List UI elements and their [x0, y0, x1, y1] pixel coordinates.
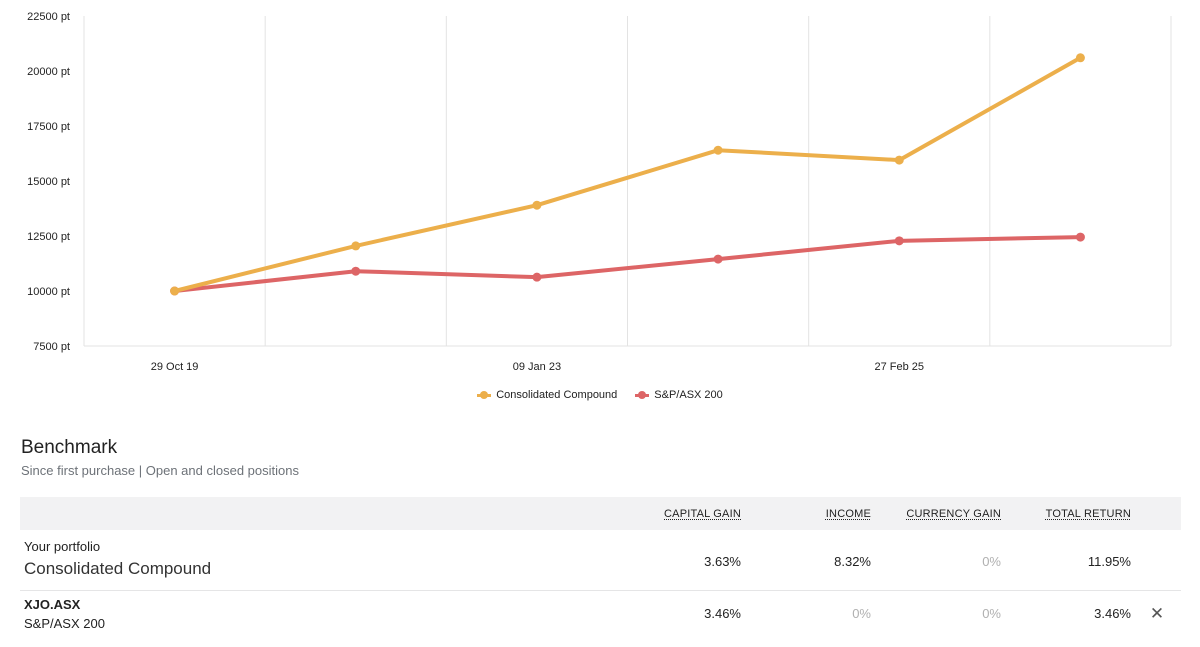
chart-grid	[83, 16, 1172, 347]
table-header: CAPITAL GAIN INCOME CURRENCY GAIN TOTAL …	[20, 497, 1181, 530]
series-line-consolidated-compound	[172, 55, 1083, 293]
chart-legend: Consolidated Compound S&P/ASX 200	[0, 389, 1200, 401]
x-tick-label: 09 Jan 23	[513, 361, 561, 373]
portfolio-income: 8.32%	[834, 554, 871, 569]
performance-chart: 7500 pt 10000 pt 12500 pt 15000 pt 17500 pt 2…	[27, 11, 1172, 373]
legend-item-consolidated-compound[interactable]: Consolidated Compound	[477, 389, 617, 401]
legend-label: Consolidated Compound	[496, 389, 618, 401]
data-point-s-p-asx-200	[351, 266, 361, 276]
y-tick-label: 7500 pt	[33, 341, 70, 353]
column-header-currency-gain[interactable]: CURRENCY GAIN	[906, 508, 1001, 520]
data-point-s-p-asx-200	[894, 236, 904, 246]
benchmark-title: Benchmark	[21, 437, 118, 458]
portfolio-label: Your portfolio	[24, 539, 101, 554]
benchmark-total-return: 3.46%	[1094, 606, 1131, 621]
y-tick-label: 17500 pt	[27, 121, 70, 133]
portfolio-capital-gain: 3.63%	[704, 554, 741, 569]
y-tick-label: 10000 pt	[27, 286, 70, 298]
y-axis: 7500 pt 10000 pt 12500 pt 15000 pt 17500 pt 2…	[27, 11, 70, 353]
x-tick-label: 29 Oct 19	[151, 361, 199, 373]
legend-swatch-sp-asx-200	[635, 391, 650, 399]
portfolio-total-return: 11.95%	[1087, 554, 1131, 569]
data-point-s-p-asx-200	[532, 272, 542, 282]
data-point-s-p-asx-200	[1075, 232, 1085, 242]
data-point-s-p-asx-200	[713, 254, 723, 264]
legend-item-sp-asx-200[interactable]: S&P/ASX 200	[635, 389, 723, 401]
data-point-consolidated-compound	[1075, 53, 1085, 63]
benchmark-income: 0%	[852, 606, 871, 621]
benchmark-capital-gain: 3.46%	[704, 606, 741, 621]
benchmark-table: CAPITAL GAIN INCOME CURRENCY GAIN TOTAL …	[20, 497, 1181, 646]
y-tick-label: 15000 pt	[27, 176, 70, 188]
x-tick-label: 27 Feb 25	[874, 361, 924, 373]
data-point-consolidated-compound	[532, 200, 542, 210]
column-header-capital-gain[interactable]: CAPITAL GAIN	[664, 508, 741, 520]
y-tick-label: 12500 pt	[27, 231, 70, 243]
table-row-portfolio: Your portfolio Consolidated Compound 3.6…	[20, 530, 1181, 591]
series-line-s-p-asx-200	[172, 235, 1083, 293]
table-row-benchmark: XJO.ASX S&P/ASX 200 3.46% 0% 0% 3.46% ✕	[20, 591, 1181, 646]
portfolio-currency-gain: 0%	[982, 554, 1001, 569]
y-tick-label: 22500 pt	[27, 11, 70, 23]
x-axis: 29 Oct 19 09 Jan 23 27 Feb 25	[151, 361, 924, 373]
chart-series	[170, 53, 1085, 296]
benchmark-currency-gain: 0%	[982, 606, 1001, 621]
column-header-income[interactable]: INCOME	[825, 508, 871, 520]
close-icon[interactable]: ✕	[1149, 604, 1165, 623]
benchmark-subtitle: Since first purchase | Open and closed p…	[21, 463, 299, 478]
legend-swatch-consolidated-compound	[477, 391, 492, 399]
data-point-consolidated-compound	[894, 155, 904, 165]
benchmark-name: S&P/ASX 200	[24, 616, 105, 631]
data-point-consolidated-compound	[351, 241, 361, 251]
y-tick-label: 20000 pt	[27, 66, 70, 78]
legend-label: S&P/ASX 200	[654, 389, 723, 401]
benchmark-code: XJO.ASX	[24, 597, 81, 612]
column-header-total-return[interactable]: TOTAL RETURN	[1045, 508, 1131, 520]
data-point-consolidated-compound	[713, 145, 723, 155]
data-point-consolidated-compound	[170, 286, 180, 296]
portfolio-name: Consolidated Compound	[24, 559, 212, 578]
